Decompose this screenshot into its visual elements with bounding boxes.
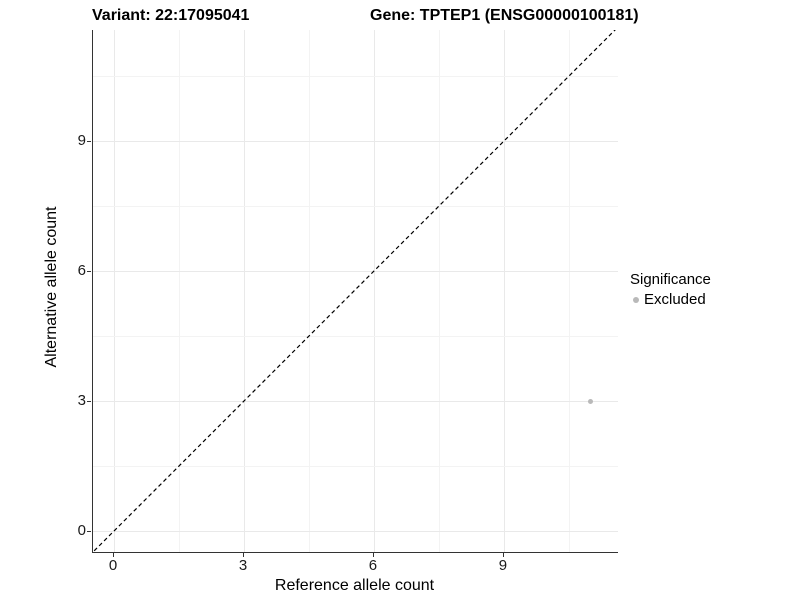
- y-tick-mark: [87, 271, 91, 273]
- data-point: [588, 398, 594, 404]
- identity-line: [93, 30, 616, 552]
- plot-title-variant: Variant: 22:17095041: [92, 7, 250, 24]
- x-tick-mark: [372, 553, 374, 557]
- y-tick-mark: [87, 401, 91, 402]
- gridline-major-h: [93, 271, 618, 273]
- y-tick-label: 3: [77, 392, 86, 409]
- y-tick-label: 9: [77, 132, 86, 150]
- legend-title: Significance: [630, 271, 711, 288]
- x-tick-label: 3: [238, 557, 248, 574]
- gridline-minor-h: [93, 206, 618, 208]
- gridline-major-h: [93, 141, 618, 143]
- x-tick-mark: [113, 553, 114, 557]
- x-axis-label: Reference allele count: [274, 577, 435, 594]
- gridline-major-v: [243, 30, 245, 552]
- gridline-minor-v: [178, 30, 180, 552]
- gridline-minor-h: [93, 336, 618, 337]
- y-axis-label: Alternative allele count: [43, 206, 60, 368]
- legend-item: Excluded: [633, 291, 711, 308]
- legend-point-icon: [633, 296, 639, 303]
- gridline-minor-v: [308, 30, 310, 552]
- gridline-major-v: [114, 30, 115, 552]
- gridline-major-h: [93, 401, 618, 402]
- x-tick-mark: [502, 553, 504, 557]
- gridline-minor-h: [93, 466, 618, 467]
- plot-title-gene: Gene: TPTEP1 (ENSG00000100181): [370, 7, 639, 24]
- x-tick-label: 0: [108, 557, 118, 574]
- gridline-minor-v: [438, 30, 440, 552]
- y-tick-label: 0: [77, 522, 86, 539]
- x-tick-label: 9: [498, 557, 508, 574]
- y-tick-mark: [87, 531, 91, 532]
- gridline-major-v: [373, 30, 375, 552]
- gridline-minor-h: [93, 76, 618, 78]
- legend: Significance Excluded: [630, 271, 711, 308]
- gridline-major-v: [503, 30, 505, 552]
- y-tick-label: 6: [77, 262, 86, 280]
- x-tick-mark: [242, 553, 244, 557]
- x-tick-label: 6: [368, 557, 378, 574]
- gridline-major-h: [93, 531, 618, 532]
- legend-item-label: Excluded: [644, 291, 706, 308]
- plot-panel: [92, 30, 618, 553]
- gridline-minor-v: [568, 30, 570, 552]
- y-tick-mark: [87, 141, 91, 143]
